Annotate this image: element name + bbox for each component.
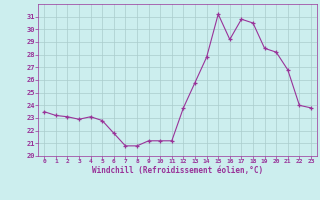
X-axis label: Windchill (Refroidissement éolien,°C): Windchill (Refroidissement éolien,°C) (92, 166, 263, 175)
